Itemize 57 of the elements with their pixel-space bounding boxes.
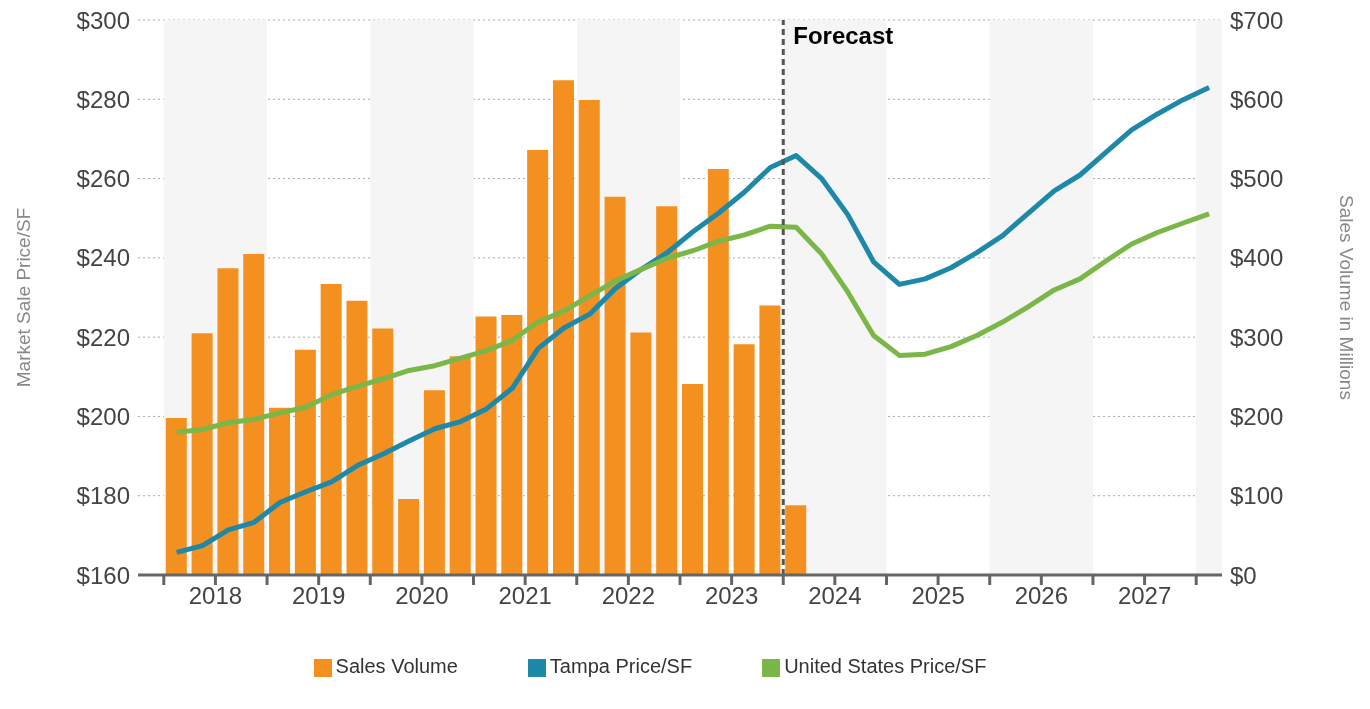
x-tick-label: 2022 bbox=[601, 582, 656, 610]
bar bbox=[191, 333, 213, 575]
bar bbox=[552, 80, 574, 575]
bar bbox=[372, 328, 394, 575]
x-tick-label: 2026 bbox=[1014, 582, 1069, 610]
bar bbox=[294, 349, 316, 575]
legend-label: United States Price/SF bbox=[784, 655, 987, 677]
bar bbox=[320, 284, 342, 575]
y-axis-title: Market Sale Price/SF bbox=[12, 207, 34, 388]
y2-tick-label: $500 bbox=[1230, 165, 1284, 193]
y2-tick-label: $0 bbox=[1230, 561, 1257, 589]
y-tick-label: $160 bbox=[76, 561, 130, 589]
y2-tick-label: $400 bbox=[1230, 244, 1284, 272]
y2-tick-label: $600 bbox=[1230, 85, 1284, 113]
y-tick-label: $300 bbox=[76, 6, 130, 34]
bar bbox=[501, 314, 523, 575]
bar bbox=[269, 407, 291, 575]
bar bbox=[346, 300, 368, 575]
y2-tick-label: $300 bbox=[1230, 323, 1284, 351]
bar bbox=[630, 332, 652, 575]
x-tick-label: 2025 bbox=[911, 582, 965, 610]
bar bbox=[682, 383, 703, 575]
x-tick-label: 2027 bbox=[1117, 582, 1172, 610]
bar bbox=[527, 150, 549, 575]
bar bbox=[604, 196, 626, 575]
y-tick-label: $240 bbox=[76, 244, 130, 272]
bar bbox=[707, 169, 729, 575]
bar bbox=[733, 344, 755, 575]
bar bbox=[398, 498, 420, 575]
bar bbox=[759, 305, 781, 575]
bar bbox=[243, 253, 265, 575]
y-tick-label: $260 bbox=[76, 165, 130, 193]
legend-label: Sales Volume bbox=[335, 655, 458, 677]
x-tick-label: 2021 bbox=[498, 582, 552, 610]
y2-tick-label: $200 bbox=[1230, 402, 1284, 430]
x-tick-label: 2020 bbox=[395, 582, 449, 610]
legend-label: Tampa Price/SF bbox=[549, 655, 693, 677]
y2-tick-label: $100 bbox=[1230, 482, 1284, 510]
bar bbox=[217, 268, 239, 575]
ref-line-label: Forecast bbox=[793, 22, 894, 49]
x-tick-label: 2018 bbox=[188, 582, 243, 610]
bar bbox=[423, 390, 445, 575]
bar bbox=[785, 505, 807, 575]
y-tick-label: $280 bbox=[76, 85, 130, 113]
bar bbox=[578, 100, 600, 575]
bar bbox=[656, 206, 678, 575]
x-tick-label: 2024 bbox=[808, 582, 862, 610]
y-tick-label: $200 bbox=[76, 402, 130, 430]
y-tick-label: $220 bbox=[76, 323, 130, 351]
y2-tick-label: $700 bbox=[1230, 6, 1284, 34]
y2-axis-title: Sales Volume in Millions bbox=[1336, 195, 1358, 400]
bar bbox=[449, 356, 471, 575]
y-tick-label: $180 bbox=[76, 482, 130, 510]
bar bbox=[475, 316, 497, 575]
x-tick-label: 2023 bbox=[704, 582, 759, 610]
bar bbox=[165, 418, 187, 575]
x-tick-label: 2019 bbox=[291, 582, 346, 610]
